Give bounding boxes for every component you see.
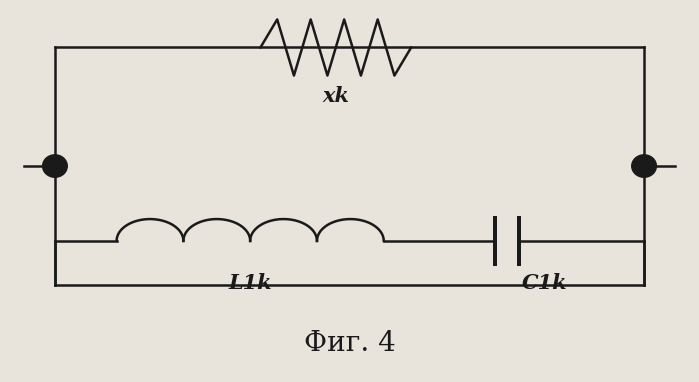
Text: xk: xk — [322, 86, 350, 106]
Text: L1k: L1k — [229, 274, 272, 293]
Circle shape — [43, 155, 67, 177]
Text: C1k: C1k — [522, 274, 568, 293]
Text: Фиг. 4: Фиг. 4 — [303, 330, 396, 358]
Circle shape — [632, 155, 656, 177]
